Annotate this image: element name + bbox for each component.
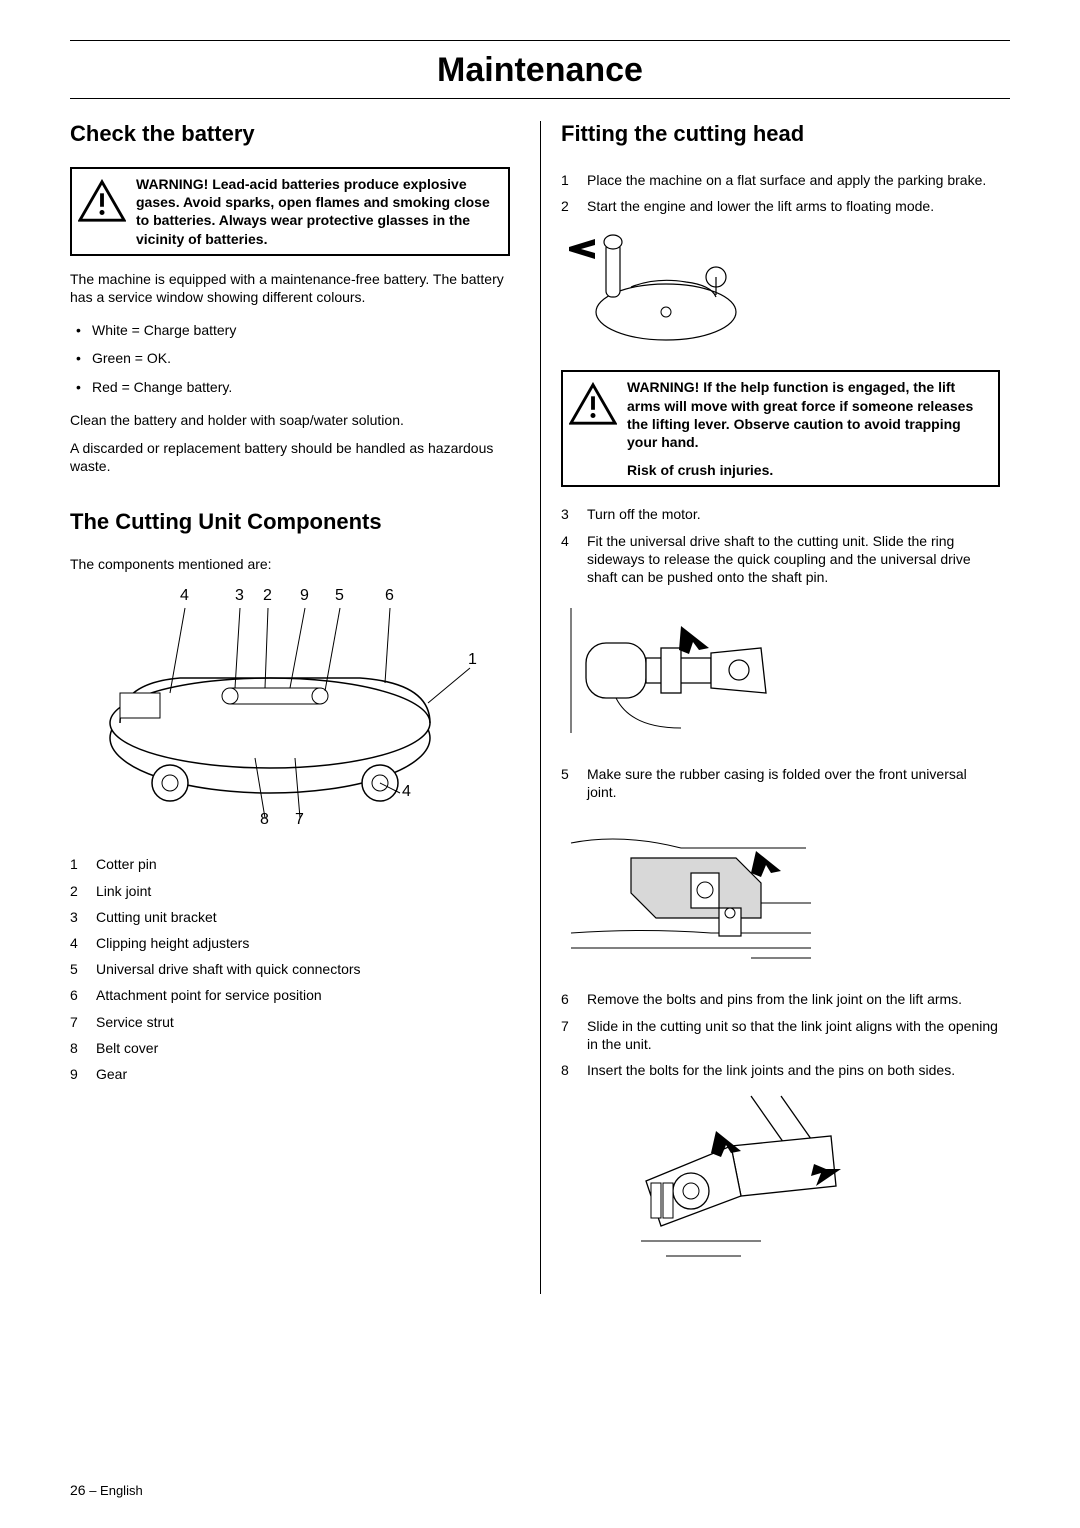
component-label: Gear — [96, 1066, 127, 1082]
fitting-steps-cont2: 5Make sure the rubber casing is folded o… — [561, 761, 1000, 805]
list-item: 7Service strut — [70, 1009, 510, 1035]
callout-label: 4 — [402, 783, 411, 801]
list-item: 2Link joint — [70, 878, 510, 904]
callout-label: 2 — [263, 587, 272, 605]
page-footer: 26 – English — [70, 1482, 143, 1498]
callout-label: 6 — [385, 587, 394, 605]
fitting-steps: 1Place the machine on a flat surface and… — [561, 167, 1000, 219]
step-text: Remove the bolts and pins from the link … — [587, 991, 962, 1007]
content-columns: Check the battery WARNING! Lead-acid bat… — [70, 121, 1010, 1294]
list-item: 3Turn off the motor. — [561, 501, 1000, 527]
battery-para-1: The machine is equipped with a maintenan… — [70, 270, 510, 306]
heading-cutting-unit: The Cutting Unit Components — [70, 509, 510, 535]
figure-drive-shaft — [561, 598, 1000, 743]
list-item: 8Belt cover — [70, 1035, 510, 1061]
component-list: 1Cotter pin 2Link joint 3Cutting unit br… — [70, 851, 510, 1087]
list-item: 6Attachment point for service position — [70, 982, 510, 1008]
list-item: 7Slide in the cutting unit so that the l… — [561, 1013, 1000, 1057]
battery-para-2: Clean the battery and holder with soap/w… — [70, 411, 510, 429]
figure-rubber-casing — [561, 813, 1000, 968]
list-item: Green = OK. — [70, 344, 510, 372]
step-text: Turn off the motor. — [587, 506, 701, 522]
page-language: English — [100, 1483, 143, 1498]
warning-text-lift-arms: WARNING! If the help function is engaged… — [627, 378, 990, 479]
left-column: Check the battery WARNING! Lead-acid bat… — [70, 121, 530, 1294]
fitting-steps-cont1: 3Turn off the motor. 4Fit the universal … — [561, 501, 1000, 590]
step-text: Make sure the rubber casing is folded ov… — [587, 766, 967, 800]
list-item: Red = Change battery. — [70, 373, 510, 401]
warning-box-lift-arms: WARNING! If the help function is engaged… — [561, 370, 1000, 487]
figure-cutting-unit: 4 3 2 9 5 6 1 8 7 4 — [80, 583, 480, 833]
figure-lift-lever — [561, 227, 1000, 352]
list-item: 5Make sure the rubber casing is folded o… — [561, 761, 1000, 805]
step-text: Start the engine and lower the lift arms… — [587, 198, 934, 214]
warning-risk: Risk of crush injuries. — [627, 461, 990, 479]
list-item: 9Gear — [70, 1061, 510, 1087]
callout-label: 3 — [235, 587, 244, 605]
warning-box-battery: WARNING! Lead-acid batteries produce exp… — [70, 167, 510, 256]
list-item: 1Place the machine on a flat surface and… — [561, 167, 1000, 193]
warning-main: WARNING! If the help function is engaged… — [627, 379, 973, 450]
callout-label: 9 — [300, 587, 309, 605]
list-item: 4Clipping height adjusters — [70, 930, 510, 956]
component-label: Link joint — [96, 883, 151, 899]
right-column: Fitting the cutting head 1Place the mach… — [540, 121, 1000, 1294]
list-item: 4Fit the universal drive shaft to the cu… — [561, 528, 1000, 591]
battery-para-3: A discarded or replacement battery shoul… — [70, 439, 510, 475]
step-text: Place the machine on a flat surface and … — [587, 172, 986, 188]
page-title: Maintenance — [70, 45, 1010, 99]
callout-label: 4 — [180, 587, 189, 605]
list-item: 5Universal drive shaft with quick connec… — [70, 956, 510, 982]
page-number: 26 — [70, 1482, 86, 1498]
battery-color-list: White = Charge battery Green = OK. Red =… — [70, 316, 510, 401]
component-label: Service strut — [96, 1014, 174, 1030]
warning-text-battery: WARNING! Lead-acid batteries produce exp… — [136, 175, 500, 248]
list-item: White = Charge battery — [70, 316, 510, 344]
callout-label: 1 — [468, 651, 477, 669]
list-item: 1Cotter pin — [70, 851, 510, 877]
figure-link-joint — [621, 1091, 1000, 1276]
heading-fitting-cutting-head: Fitting the cutting head — [561, 121, 1000, 147]
callout-label: 8 — [260, 811, 269, 829]
component-label: Cotter pin — [96, 856, 157, 872]
component-label: Universal drive shaft with quick connect… — [96, 961, 361, 977]
step-text: Insert the bolts for the link joints and… — [587, 1062, 955, 1078]
list-item: 8Insert the bolts for the link joints an… — [561, 1057, 1000, 1083]
component-label: Belt cover — [96, 1040, 158, 1056]
warning-triangle-icon — [78, 179, 126, 223]
list-item: 2Start the engine and lower the lift arm… — [561, 193, 1000, 219]
top-rule — [70, 40, 1010, 41]
warning-triangle-icon — [569, 382, 617, 426]
heading-check-battery: Check the battery — [70, 121, 510, 147]
step-text: Slide in the cutting unit so that the li… — [587, 1018, 998, 1052]
callout-label: 7 — [295, 811, 304, 829]
fitting-steps-cont3: 6Remove the bolts and pins from the link… — [561, 986, 1000, 1083]
callout-label: 5 — [335, 587, 344, 605]
component-label: Clipping height adjusters — [96, 935, 249, 951]
component-label: Attachment point for service position — [96, 987, 322, 1003]
list-item: 6Remove the bolts and pins from the link… — [561, 986, 1000, 1012]
component-label: Cutting unit bracket — [96, 909, 217, 925]
step-text: Fit the universal drive shaft to the cut… — [587, 533, 971, 585]
components-intro: The components mentioned are: — [70, 555, 510, 573]
list-item: 3Cutting unit bracket — [70, 904, 510, 930]
